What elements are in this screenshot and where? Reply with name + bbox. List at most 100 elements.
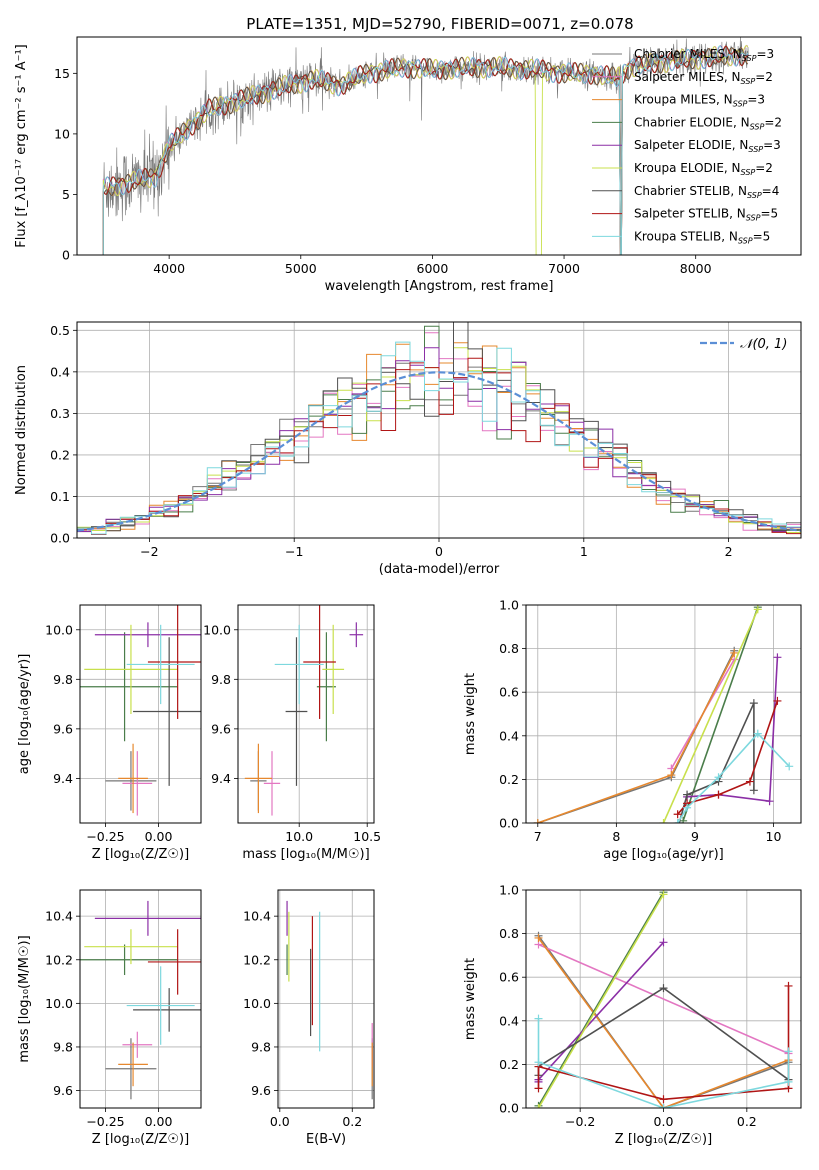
y-tick-label: 10.0 <box>203 622 231 637</box>
y-tick-label: 0.0 <box>50 531 70 546</box>
y-tick-label: 9.8 <box>53 1039 73 1054</box>
legend-label: Chabrier STELIB, NSSP=4 <box>634 184 779 200</box>
x-tick-label: 0.0 <box>270 1114 290 1129</box>
x-tick-label: 4000 <box>153 261 185 276</box>
x-tick-label: 7000 <box>548 261 580 276</box>
plot-area <box>534 890 793 1108</box>
series-marker <box>765 797 774 806</box>
series-marker <box>659 890 668 899</box>
y-tick-label: 9.6 <box>53 721 73 736</box>
series-marker <box>683 803 692 812</box>
series-line <box>537 937 789 1108</box>
histogram-step <box>77 341 801 535</box>
axes-frame <box>277 889 375 1109</box>
legend-label: 𝒩(0, 1) <box>740 337 787 352</box>
y-tick-label: 9.6 <box>251 1083 271 1098</box>
y-tick-label: 10.0 <box>243 996 271 1011</box>
x-tick-label: −0.25 <box>86 1114 124 1129</box>
x-tick-label: 8 <box>612 829 620 844</box>
age-vs-metallicity-panel: −0.25 0.00 9.4 9.6 9.8 10.0 Z [log₁₀(Z/Z☉)] age… <box>17 604 202 862</box>
x-tick-label: 6000 <box>417 261 449 276</box>
legend-label-sub: SSP <box>748 145 763 154</box>
x-tick-label: 10.0 <box>285 829 313 844</box>
x-tick-label: −0.2 <box>565 1114 595 1129</box>
x-tick-label: 9 <box>691 829 699 844</box>
mass-vs-metallicity-panel: −0.25 0.00 9.6 9.8 10.0 10.2 10.4 Z [log₁₀(Z/Z☉… <box>17 889 202 1147</box>
x-tick-label: 0.2 <box>737 1114 757 1129</box>
series-marker <box>785 762 794 771</box>
x-axis-label: (data-model)/error <box>379 562 500 577</box>
axes-frame <box>237 604 375 824</box>
legend-label-main: Chabrier MILES, N <box>634 47 742 61</box>
series-line <box>538 943 789 1055</box>
y-tick-label: 0.1 <box>50 489 70 504</box>
y-tick-label: 0 <box>62 248 70 263</box>
series-line <box>662 609 759 823</box>
x-tick-label: 10 <box>766 829 782 844</box>
legend-label-sub: SSP <box>741 77 756 86</box>
legend-label-value: =4 <box>762 184 780 198</box>
series-marker <box>659 984 668 993</box>
legend-label: Chabrier MILES, NSSP=3 <box>634 47 774 63</box>
y-tick-label: 0.0 <box>499 816 519 831</box>
series-marker <box>667 771 676 780</box>
x-axis-label: Z [log₁₀(Z/Z☉)] <box>615 1132 712 1147</box>
legend-label: Kroupa MILES, NSSP=3 <box>634 93 765 109</box>
x-axis-label: E(B-V) <box>306 1132 346 1147</box>
legend-label-value: =2 <box>764 115 782 129</box>
y-tick-label: 0.4 <box>50 364 70 379</box>
plot-area <box>102 37 749 255</box>
legend-label-value: =3 <box>763 138 781 152</box>
figure-title: PLATE=1351, MJD=52790, FIBERID=0071, z=0… <box>246 15 633 33</box>
model-spectrum-line <box>102 45 749 255</box>
series-marker <box>714 790 723 799</box>
x-tick-label: 2 <box>725 544 733 559</box>
series-line <box>537 650 735 823</box>
series-marker <box>773 696 782 705</box>
series-marker <box>683 790 692 799</box>
series-line <box>687 657 779 803</box>
y-tick-label: 9.6 <box>211 721 231 736</box>
legend-label-sub: SSP <box>746 214 761 223</box>
y-tick-label: 10.2 <box>243 952 271 967</box>
x-tick-label: 0.00 <box>145 829 173 844</box>
series-marker <box>659 819 668 823</box>
series-marker <box>659 938 668 947</box>
series-marker <box>773 653 782 662</box>
x-axis-label: mass [log₁₀(M/M☉)] <box>242 847 369 862</box>
x-axis-label: wavelength [Angstrom, rest frame] <box>325 279 554 294</box>
series-marker <box>730 648 739 657</box>
legend-label-value: =5 <box>753 229 771 243</box>
x-axis-label: Z [log₁₀(Z/Z☉)] <box>92 1132 189 1147</box>
legend-label-main: Kroupa STELIB, N <box>634 229 738 243</box>
series-marker <box>534 1104 543 1108</box>
legend-label: Chabrier ELODIE, NSSP=2 <box>634 115 782 131</box>
y-axis-label: mass weight <box>463 958 478 1040</box>
axes-frame <box>76 36 802 256</box>
series-marker <box>749 699 758 708</box>
y-tick-label: 0.4 <box>499 1013 519 1028</box>
mass-vs-ebv-panel: 0.0 0.2 9.6 9.8 10.0 10.2 10.4 E(B-V) <box>243 889 375 1147</box>
x-tick-label: 0 <box>435 544 443 559</box>
y-tick-label: 9.8 <box>251 1039 271 1054</box>
model-spectrum-line <box>102 45 748 255</box>
y-tick-label: 15 <box>54 66 70 81</box>
series-line <box>682 606 759 822</box>
x-tick-label: 8000 <box>680 261 712 276</box>
spectrum-panel: 4000 5000 6000 7000 8000 0 5 10 15 wavelength [An… <box>14 36 802 294</box>
y-tick-label: 9.8 <box>211 672 231 687</box>
x-tick-label: 10.5 <box>353 829 381 844</box>
axes-frame <box>525 604 802 824</box>
y-tick-label: 10.4 <box>45 909 73 924</box>
plot-area <box>77 322 801 537</box>
normal-reference-curve <box>77 371 801 532</box>
mass-weight-vs-metallicity-panel: −0.2 0.0 0.2 0.0 0.2 0.4 0.6 0.8 1.0 Z [log₁₀(Z/Z… <box>463 883 802 1147</box>
y-tick-label: 0.2 <box>499 772 519 787</box>
model-spectrum-line <box>102 47 748 255</box>
y-tick-label: 10 <box>54 126 70 141</box>
legend-label-sub: SSP <box>747 191 762 200</box>
axes-frame <box>79 604 202 824</box>
y-axis-label: Flux [f_λ10⁻¹⁷ erg cm⁻² s⁻¹ A⁻¹] <box>14 44 29 248</box>
series-marker <box>659 1104 668 1108</box>
series-marker <box>784 981 793 990</box>
